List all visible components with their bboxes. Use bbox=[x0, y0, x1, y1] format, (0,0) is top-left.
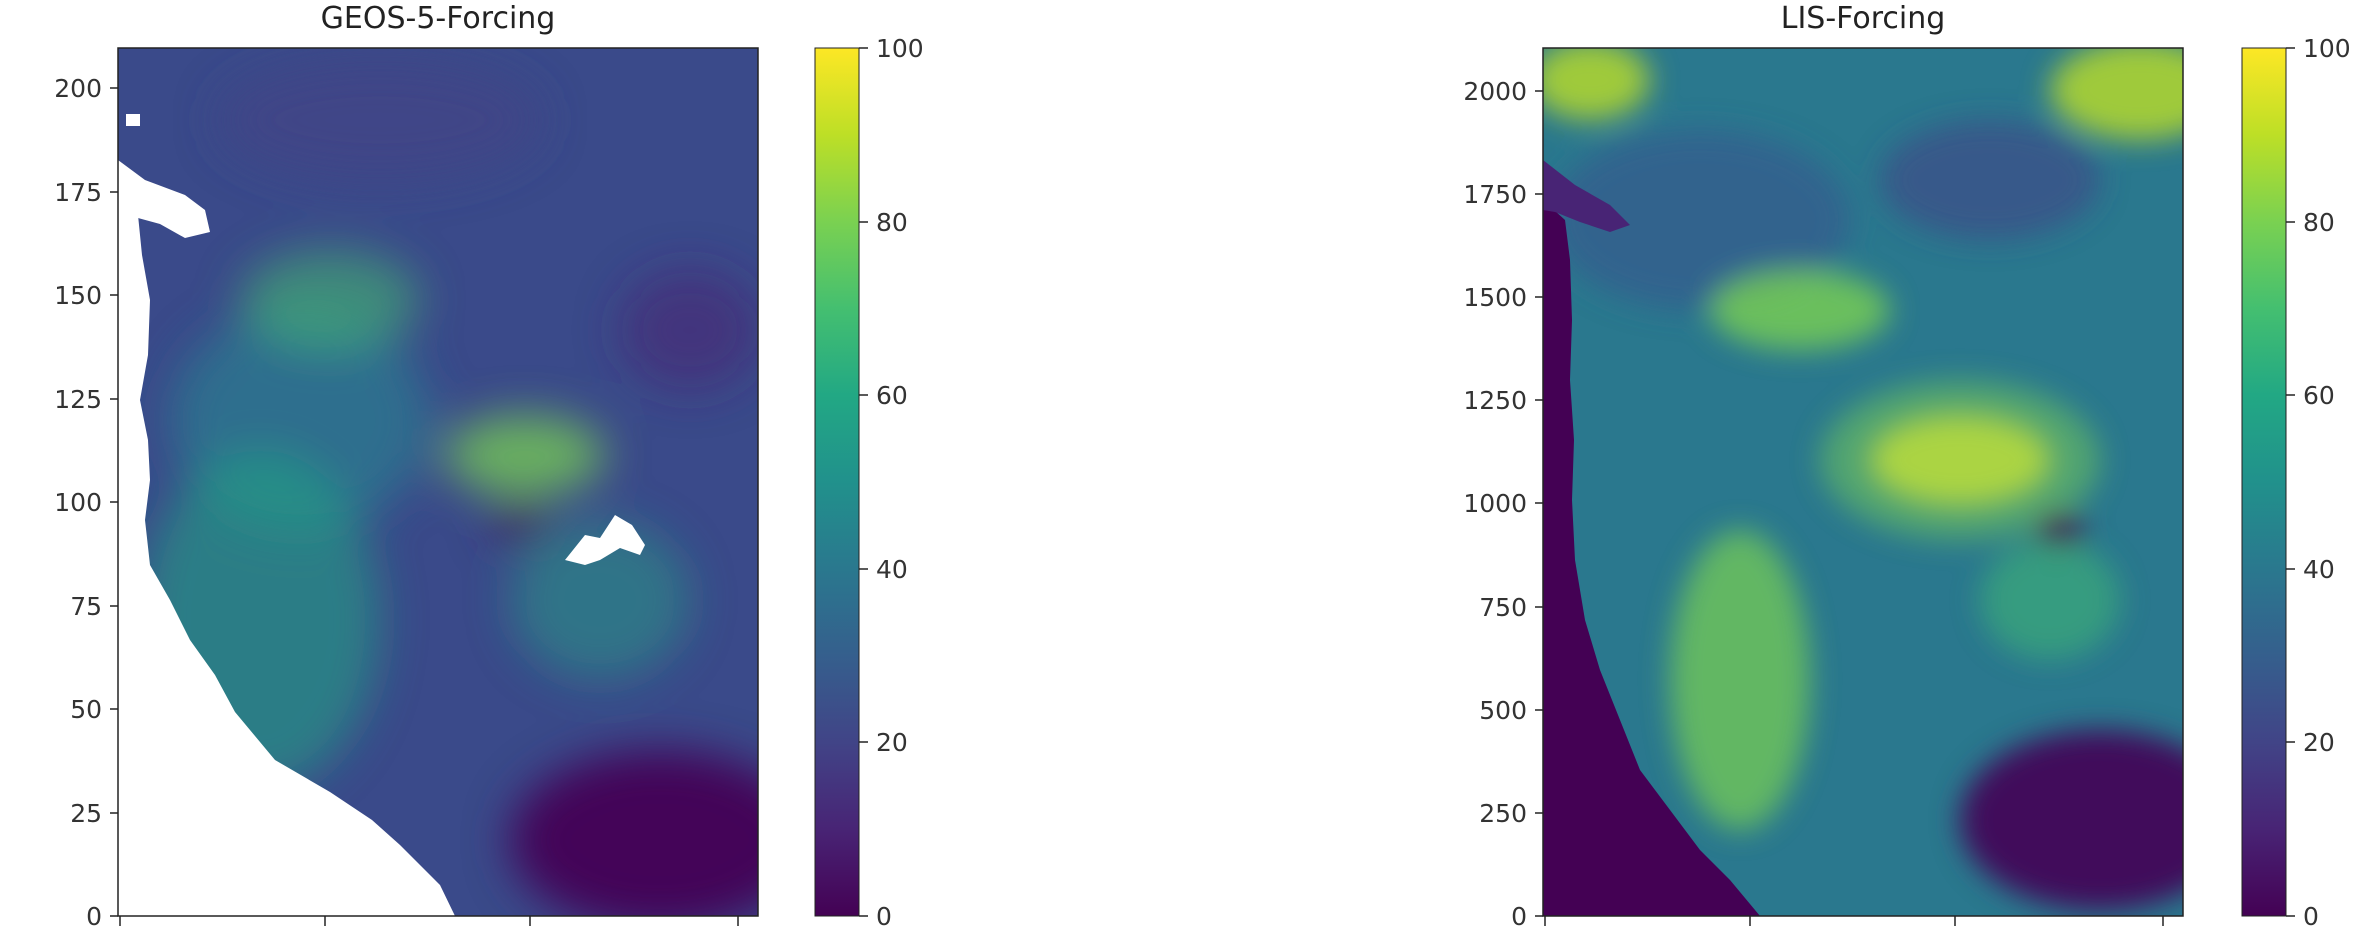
y-tick-label: 1500 bbox=[1463, 283, 1527, 312]
y-tick-label: 500 bbox=[1479, 696, 1527, 725]
y-tick-label: 1250 bbox=[1463, 386, 1527, 415]
y-tick-label: 1000 bbox=[1463, 489, 1527, 518]
chart-title: LIS-Forcing bbox=[1781, 1, 1946, 36]
colorbar-tick-label: 60 bbox=[876, 381, 908, 410]
x-axis bbox=[119, 916, 739, 926]
y-tick-label: 750 bbox=[1479, 593, 1527, 622]
colorbar-tick-label: 0 bbox=[2303, 902, 2319, 931]
y-tick-label: 2000 bbox=[1463, 77, 1527, 106]
colorbar-tick-label: 40 bbox=[2303, 555, 2335, 584]
y-axis: 0 250 500 750 1000 1250 1500 1750 2000 bbox=[1463, 77, 1543, 931]
y-tick-label: 1750 bbox=[1463, 180, 1527, 209]
y-axis: 0 25 50 75 100 125 150 175 200 bbox=[54, 74, 118, 931]
x-axis bbox=[1544, 916, 2164, 926]
plot-frame bbox=[117, 47, 759, 917]
y-tick-label: 25 bbox=[70, 799, 102, 828]
y-tick-label: 100 bbox=[54, 488, 102, 517]
colorbar-tick-label: 80 bbox=[2303, 208, 2335, 237]
chart-lis: LIS-Forcing bbox=[1463, 1, 2350, 931]
y-tick-label: 175 bbox=[54, 178, 102, 207]
colorbar-tick-label: 20 bbox=[2303, 728, 2335, 757]
heatmap-image bbox=[1543, 48, 2183, 916]
colorbar-tick-label: 60 bbox=[2303, 381, 2335, 410]
colorbar-tick-label: 100 bbox=[2303, 34, 2351, 63]
heatmap-image bbox=[118, 48, 758, 916]
colorbar-tick-label: 0 bbox=[876, 902, 892, 931]
y-tick-label: 150 bbox=[54, 281, 102, 310]
y-tick-label: 125 bbox=[54, 385, 102, 414]
plot-frame bbox=[1542, 47, 2184, 917]
colorbar: 0 20 40 60 80 100 bbox=[814, 34, 924, 931]
y-tick-label: 75 bbox=[70, 592, 102, 621]
y-tick-label: 0 bbox=[86, 902, 102, 931]
colorbar-tick-label: 40 bbox=[876, 555, 908, 584]
y-tick-label: 200 bbox=[54, 74, 102, 103]
y-tick-label: 0 bbox=[1511, 902, 1527, 931]
colorbar-tick-label: 100 bbox=[876, 34, 924, 63]
colorbar-gradient bbox=[2241, 47, 2287, 917]
colorbar: 0 20 40 60 80 100 bbox=[2241, 34, 2351, 931]
chart-title: GEOS-5-Forcing bbox=[321, 1, 556, 36]
y-tick-label: 50 bbox=[70, 695, 102, 724]
y-tick-label: 250 bbox=[1479, 799, 1527, 828]
chart-geos5: GEOS-5-Forcing bbox=[54, 1, 923, 931]
colorbar-tick-label: 80 bbox=[876, 208, 908, 237]
colorbar-tick-label: 20 bbox=[876, 728, 908, 757]
colorbar-gradient bbox=[814, 47, 860, 917]
